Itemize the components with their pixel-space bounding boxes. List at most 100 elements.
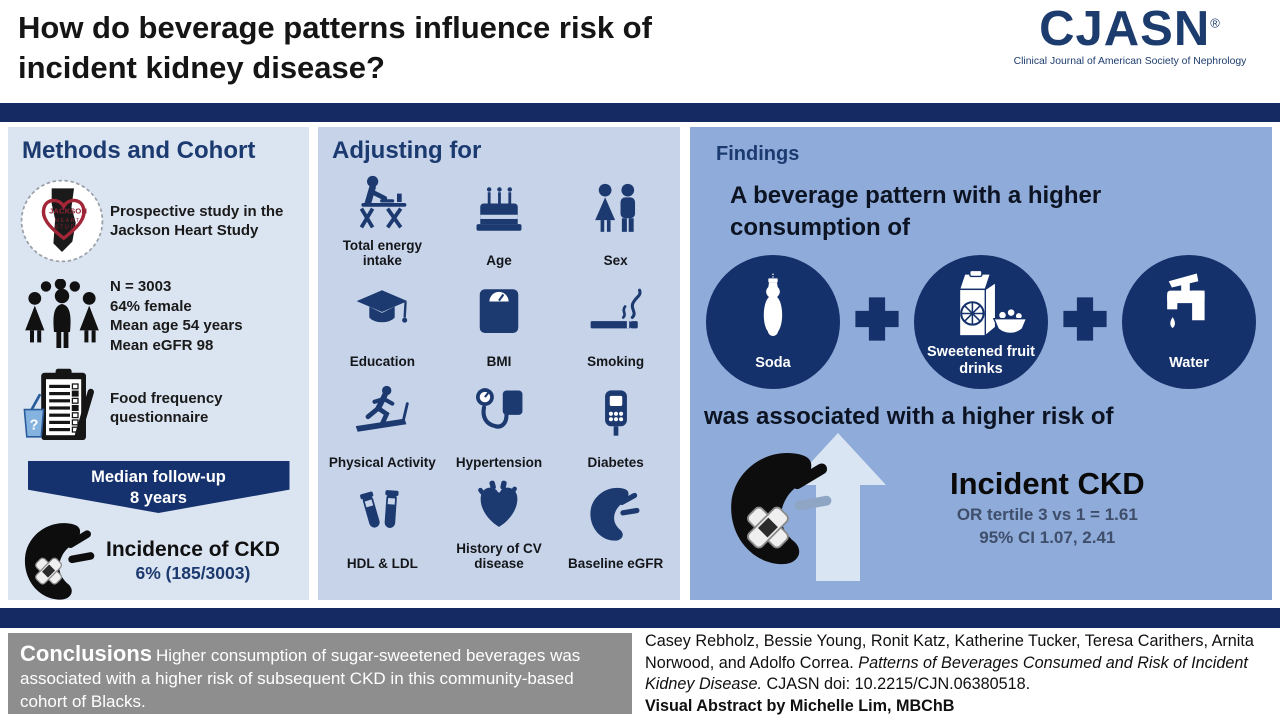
incidence-text: Incidence of CKD 6% (185/3003) <box>106 538 280 584</box>
factor-bmi: BMI <box>441 270 558 371</box>
title-line-1: How do beverage patterns influence risk … <box>18 10 652 45</box>
incidence-title: Incidence of CKD <box>106 538 280 561</box>
factor-sex: Sex <box>557 169 674 270</box>
outcome-title: Incident CKD <box>950 465 1145 501</box>
bottom-divider-bar <box>0 608 1280 628</box>
plus-icon <box>850 292 904 351</box>
factor-physical-activity: Physical Activity <box>324 371 441 472</box>
kidney-bandage-icon <box>18 519 106 603</box>
study-text: Prospective study in the Jackson Heart S… <box>110 202 284 240</box>
factor-label: Age <box>486 252 512 268</box>
diabetes-icon <box>591 371 641 455</box>
adjusting-panel: Adjusting for <box>318 127 680 600</box>
factor-label: Total energy intake <box>342 237 422 268</box>
jackson-heart-study-logo: JACKSON HEART STUDY <box>18 178 106 264</box>
association-text: was associated with a higher risk of <box>704 402 1114 430</box>
factor-label: Physical Activity <box>328 454 436 470</box>
factor-label: History of CV disease <box>456 540 542 571</box>
citation-block: Casey Rebholz, Bessie Young, Ronit Katz,… <box>645 631 1273 717</box>
cohort-n: N = 3003 <box>110 278 172 295</box>
cohort-row: N = 3003 64% female Mean age 54 years Me… <box>18 277 303 355</box>
beverage-fruit-drinks: Sweetened fruit drinks <box>914 254 1048 389</box>
title-line-2: incident kidney disease? <box>18 50 385 86</box>
cjasn-logo-tagline: Clinical Journal of American Society of … <box>1013 56 1247 68</box>
bmi-icon <box>471 270 527 354</box>
factor-education: Education <box>324 270 441 371</box>
factor-label: HDL & LDL <box>346 555 418 571</box>
kidney-up-arrow-graphic <box>716 431 916 583</box>
total-energy-intake-icon <box>351 169 413 238</box>
citation-journal-ref: CJASN doi: 10.2215/CJN.06380518. <box>766 675 1031 694</box>
methods-heading: Methods and Cohort <box>22 137 256 164</box>
findings-panel: Findings A beverage pattern with a highe… <box>690 127 1272 600</box>
factors-grid: Total energy intake A <box>318 165 680 573</box>
cohort-female: 64% female <box>110 297 192 315</box>
registered-mark: ® <box>1210 15 1221 31</box>
soda-bottle-icon <box>753 265 793 358</box>
smoking-icon <box>585 270 647 354</box>
findings-heading: Findings <box>716 143 800 165</box>
citation-article-title: Patterns of Beverages Consumed and Risk … <box>645 653 1248 694</box>
questionnaire-text: Food frequency questionnaire <box>110 389 223 427</box>
factor-cv-disease: History of CV disease <box>441 472 558 573</box>
factor-baseline-egfr: Baseline eGFR <box>557 472 674 573</box>
factor-label: Hypertension <box>455 454 543 470</box>
plus-icon <box>1058 292 1112 351</box>
age-icon <box>468 169 530 253</box>
factor-diabetes: Diabetes <box>557 371 674 472</box>
beverages-row: Soda <box>690 254 1272 389</box>
hypertension-icon <box>469 371 529 455</box>
beverage-soda: Soda <box>706 254 840 389</box>
followup-line-1: Median follow-up <box>91 468 226 486</box>
svg-text:?: ? <box>30 418 39 434</box>
adjusting-heading: Adjusting for <box>332 137 482 164</box>
citation-authors: Casey Rebholz, Bessie Young, Ronit Katz,… <box>645 632 1254 672</box>
cv-disease-icon <box>470 472 528 541</box>
factor-hdl-ldl: HDL & LDL <box>324 472 441 573</box>
findings-intro: A beverage pattern with a higher consump… <box>730 182 1102 242</box>
questionnaire-row: ? Food frequency questionnaire <box>18 368 303 448</box>
study-row: JACKSON HEART STUDY Prospective study in… <box>18 178 303 264</box>
factor-label: BMI <box>486 353 512 369</box>
sex-icon <box>587 169 645 253</box>
factor-smoking: Smoking <box>557 270 674 371</box>
cohort-age: Mean age 54 years <box>110 317 243 334</box>
factor-total-energy-intake: Total energy intake <box>324 169 441 270</box>
cjasn-logo: CJASN® Clinical Journal of American Soci… <box>992 2 1268 68</box>
beverage-label: Soda <box>755 354 791 371</box>
outcome-row: Incident CKD OR tertile 3 vs 1 = 1.61 95… <box>690 431 1272 583</box>
factor-label: Sex <box>603 252 628 268</box>
svg-text:JACKSON: JACKSON <box>49 206 87 215</box>
baseline-egfr-icon <box>587 472 645 556</box>
factor-label: Baseline eGFR <box>568 555 664 571</box>
beverage-water: Water <box>1122 254 1256 389</box>
outcome-ci-line: 95% CI 1.07, 2.41 <box>979 527 1116 547</box>
factor-label: Education <box>349 353 415 369</box>
svg-text:HEART: HEART <box>55 218 81 224</box>
beverage-label: Water <box>1169 354 1209 371</box>
factor-age: Age <box>441 169 558 270</box>
conclusions-text: Higher consumption of sugar-sweetened be… <box>20 646 581 711</box>
factor-label: Smoking <box>587 353 645 369</box>
hdl-ldl-icon <box>354 472 410 556</box>
svg-text:STUDY: STUDY <box>55 225 81 231</box>
cjasn-logo-text: CJASN <box>1039 2 1211 56</box>
conclusions-box: Conclusions Higher consumption of sugar-s… <box>8 633 632 714</box>
outcome-or-line: OR tertile 3 vs 1 = 1.61 <box>956 504 1138 524</box>
methods-panel: Methods and Cohort JACKSON HEART STUDY P… <box>8 127 309 600</box>
physical-activity-icon <box>350 371 414 455</box>
citation-credit: Visual Abstract by Michelle Lim, MBChB <box>645 696 955 715</box>
people-group-icon <box>18 279 106 353</box>
page-title: How do beverage patterns influence risk … <box>18 8 652 89</box>
beverage-label: Sweetened fruit drinks <box>927 344 1035 377</box>
questionnaire-icon: ? <box>18 368 106 448</box>
incidence-row: Incidence of CKD 6% (185/3003) <box>18 519 303 603</box>
cjasn-logo-name: CJASN® <box>992 2 1268 56</box>
factor-label: Diabetes <box>587 454 644 470</box>
outcome-text: Incident CKD OR tertile 3 vs 1 = 1.61 95… <box>950 466 1145 548</box>
water-faucet-icon <box>1150 271 1228 348</box>
fruit-drink-icon <box>933 267 1029 346</box>
education-icon <box>350 270 414 354</box>
cohort-stats: N = 3003 64% female Mean age 54 years Me… <box>110 277 243 355</box>
